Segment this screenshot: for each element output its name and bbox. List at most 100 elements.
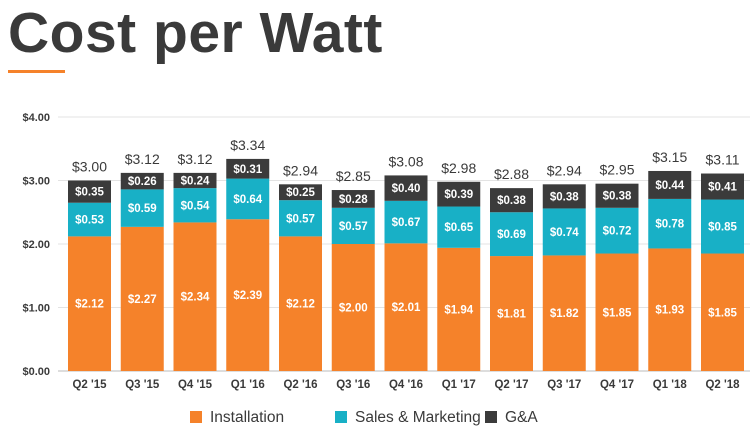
total-label: $2.88 xyxy=(494,166,529,182)
bar-segment-sales-marketing xyxy=(226,178,270,220)
x-tick-label: Q3 '15 xyxy=(125,379,160,391)
data-label: $2.12 xyxy=(75,299,104,311)
legend-label: Sales & Marketing xyxy=(355,409,481,426)
bar-segment-installation xyxy=(226,219,270,371)
data-label: $0.69 xyxy=(497,229,526,241)
data-label: $0.64 xyxy=(233,194,262,206)
bar-segment-installation xyxy=(173,222,217,371)
data-label: $0.41 xyxy=(708,182,737,194)
total-label: $3.34 xyxy=(230,137,265,153)
y-tick-label: $4.00 xyxy=(22,112,50,124)
x-tick-label: Q4 '15 xyxy=(178,379,213,391)
bar-segment-sales-marketing xyxy=(595,207,639,254)
y-tick-label: $3.00 xyxy=(22,176,50,188)
data-label: $0.24 xyxy=(181,176,210,188)
x-tick-label: Q3 '17 xyxy=(547,379,581,391)
bar-segment-sales-marketing xyxy=(331,207,375,244)
data-label: $0.38 xyxy=(497,195,526,207)
bar-segment-g-a xyxy=(226,158,270,179)
bar-segment-installation xyxy=(437,247,481,371)
bar-segment-installation xyxy=(384,243,428,371)
bar-segment-sales-marketing xyxy=(120,189,164,227)
total-label: $3.08 xyxy=(388,153,423,169)
bar-segment-g-a xyxy=(595,183,639,208)
x-tick-label: Q1 '17 xyxy=(442,379,476,391)
data-label: $2.27 xyxy=(128,294,157,306)
x-tick-label: Q4 '17 xyxy=(600,379,634,391)
y-tick-label: $0.00 xyxy=(22,366,50,378)
bar-segment-sales-marketing xyxy=(648,198,692,249)
x-tick-label: Q1 '18 xyxy=(653,379,688,391)
data-label: $2.34 xyxy=(181,292,210,304)
legend-swatch xyxy=(190,411,202,423)
data-label: $0.31 xyxy=(233,164,262,176)
total-label: $2.85 xyxy=(336,168,371,184)
x-tick-label: Q2 '16 xyxy=(283,379,317,391)
bar-segment-sales-marketing xyxy=(68,202,111,237)
x-tick-label: Q2 '17 xyxy=(494,379,528,391)
data-label: $0.78 xyxy=(655,219,684,231)
bar-segment-installation xyxy=(595,253,639,371)
total-label: $3.12 xyxy=(125,151,160,167)
data-label: $0.74 xyxy=(550,227,579,239)
bar-segment-g-a xyxy=(384,175,428,201)
bar-segment-g-a xyxy=(68,180,111,203)
data-label: $0.54 xyxy=(181,200,210,212)
data-label: $2.12 xyxy=(286,299,315,311)
data-label: $2.01 xyxy=(392,302,421,314)
bar-segment-g-a xyxy=(701,173,744,200)
data-label: $1.93 xyxy=(655,305,684,317)
x-tick-label: Q2 '15 xyxy=(72,379,107,391)
data-label: $0.72 xyxy=(603,226,632,238)
total-label: $2.98 xyxy=(441,160,476,176)
data-label: $0.65 xyxy=(444,222,473,234)
bar-segment-installation xyxy=(648,248,692,371)
data-label: $1.82 xyxy=(550,308,579,320)
data-label: $0.85 xyxy=(708,222,737,234)
legend-swatch xyxy=(485,411,497,423)
data-label: $0.38 xyxy=(603,191,632,203)
data-label: $0.44 xyxy=(655,180,684,192)
total-label: $3.15 xyxy=(652,149,687,165)
chart-title: Cost per Watt xyxy=(8,1,383,65)
legend-label: G&A xyxy=(505,409,538,426)
bar-segment-sales-marketing xyxy=(542,208,586,256)
data-label: $0.57 xyxy=(286,213,315,225)
bar-segment-sales-marketing xyxy=(490,212,533,257)
y-tick-label: $1.00 xyxy=(22,303,50,315)
x-tick-label: Q3 '16 xyxy=(336,379,370,391)
total-label: $2.94 xyxy=(283,162,318,178)
data-label: $1.81 xyxy=(497,309,526,321)
bar-segment-g-a xyxy=(120,172,164,190)
data-label: $2.39 xyxy=(233,290,262,302)
data-label: $1.94 xyxy=(444,304,473,316)
data-label: $0.67 xyxy=(392,217,421,229)
bar-segment-g-a xyxy=(490,188,533,213)
legend-swatch xyxy=(335,411,347,423)
data-label: $1.85 xyxy=(708,307,737,319)
bar-segment-g-a xyxy=(279,184,322,201)
y-tick-label: $2.00 xyxy=(22,239,50,251)
bar-segment-g-a xyxy=(173,172,217,189)
data-label: $0.28 xyxy=(339,194,368,206)
total-label: $3.12 xyxy=(177,151,212,167)
data-label: $2.00 xyxy=(339,303,368,315)
data-label: $0.38 xyxy=(550,191,579,203)
x-tick-label: Q4 '16 xyxy=(389,379,423,391)
bar-segment-g-a xyxy=(648,170,692,199)
data-label: $0.53 xyxy=(75,215,104,227)
data-label: $0.26 xyxy=(128,176,157,188)
bar-segment-sales-marketing xyxy=(384,200,428,244)
data-label: $0.40 xyxy=(392,183,421,195)
total-label: $3.00 xyxy=(72,159,107,175)
bar-segment-installation xyxy=(279,236,322,371)
data-label: $0.35 xyxy=(75,187,104,199)
bar-segment-installation xyxy=(701,253,744,371)
data-label: $0.59 xyxy=(128,203,157,215)
bar-segment-sales-marketing xyxy=(173,188,217,223)
legend-label: Installation xyxy=(210,409,284,426)
data-label: $0.25 xyxy=(286,187,315,199)
bar-segment-sales-marketing xyxy=(701,199,744,254)
bar-segment-sales-marketing xyxy=(279,200,322,237)
